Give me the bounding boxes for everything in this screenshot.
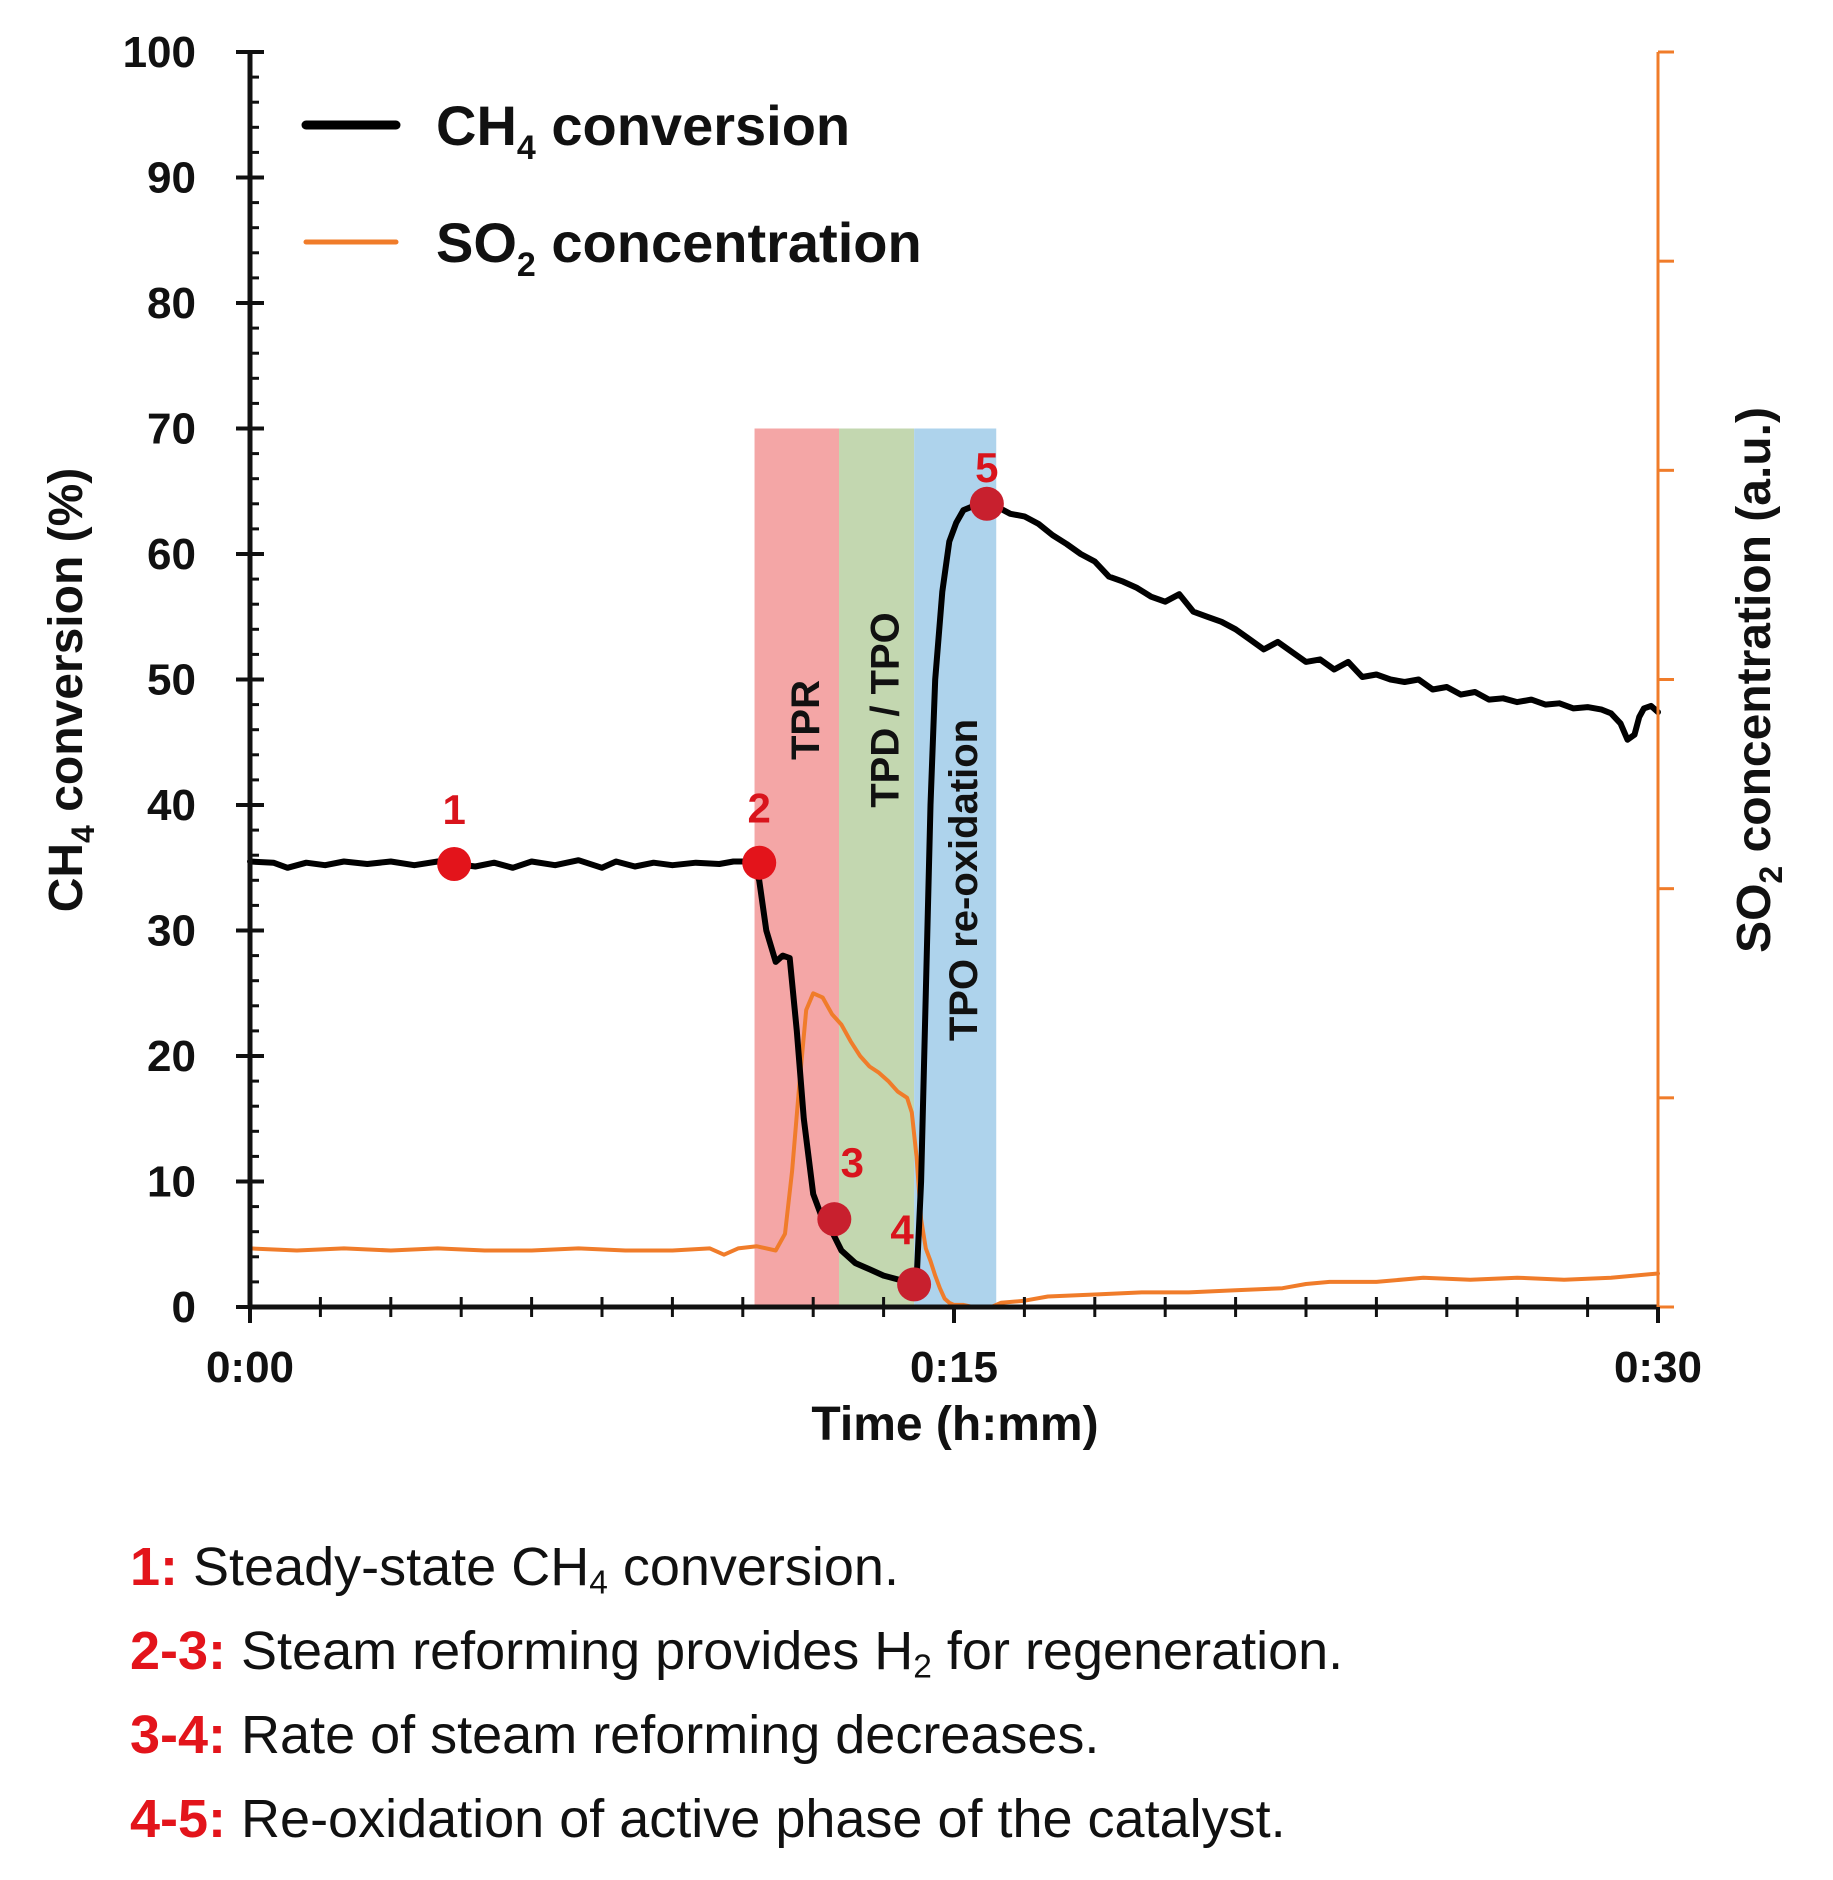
phase-band-label: TPO re-oxidation [942,719,986,1041]
note-text: conversion. [607,1537,899,1597]
note-item: 1: Steady-state CH4 conversion. [130,1525,1810,1609]
y-axis-left-tick-label: 90 [147,154,196,203]
y-axis-left-tick-label: 50 [147,656,196,705]
x-axis-tick-label: 0:15 [910,1343,998,1392]
legend-label: CH4 conversion [436,94,850,167]
y-axis-left-title: CH4 conversion (%) [40,468,101,913]
y-axis-right-title-subscript: 2 [1753,866,1789,884]
legend-label-part: CH [436,94,517,157]
highlight-points: 1 2 34 5 [437,444,1004,1302]
note-item: 3-4: Rate of steam reforming decreases. [130,1693,1810,1777]
highlight-point-label: 5 [975,444,998,491]
highlight-point [742,845,777,880]
y-axis-left-tick-label: 80 [147,279,196,328]
y-axis-left-title-part: CH [40,843,93,912]
highlight-point-label: 1 [442,786,465,833]
highlight-point-label: 2 [748,785,771,832]
note-key: 1: [130,1537,179,1597]
phase-band-labels: TPR TPD / TPO TPO re-oxidation [784,612,986,1041]
y-axis-right-title-part: concentration (a.u.) [1728,407,1781,866]
y-axis-right-title: SO2 concentration (a.u.) [1728,407,1789,953]
note-key: 2-3: [130,1621,227,1681]
note-text: Rate of steam reforming decreases. [226,1705,1100,1765]
phase-bands [754,428,997,1307]
phase-band [839,428,915,1307]
note-text: Steady-state CH [178,1537,590,1597]
note-subscript: 2 [913,1648,932,1686]
y-axis-left-tick-label: 70 [147,405,196,454]
legend-label: SO2 concentration [436,211,922,284]
legend-label-part: conversion [536,94,850,157]
note-text: Steam reforming provides H [226,1621,914,1681]
highlight-point [437,846,472,881]
highlight-point-label: 4 [890,1206,914,1253]
note-item: 2-3: Steam reforming provides H2 for reg… [130,1609,1810,1693]
legend-label-part: concentration [536,211,922,274]
note-key: 3-4: [130,1705,227,1765]
x-axis-tick-label: 0:30 [1614,1343,1702,1392]
highlight-point-label: 3 [841,1139,864,1186]
legend-label-subscript: 2 [517,246,536,284]
y-axis-right-title-part: SO [1728,884,1781,953]
y-axis-left-tick-label: 0 [172,1283,196,1332]
note-text: for regeneration. [931,1621,1344,1681]
note-subscript: 4 [589,1564,608,1602]
note-key: 4-5: [130,1789,227,1849]
y-axis-left-tick-label: 40 [147,781,196,830]
x-axis-title: Time (h:mm) [811,1398,1098,1451]
note-item: 4-5: Re-oxidation of active phase of the… [130,1777,1810,1861]
y-axis-left-tick-label: 20 [147,1032,196,1081]
axes: 0 10 20 30 40 50 60 70 80 90 100 0:00 0:15 0:30 [123,28,1702,1392]
y-axis-left-title-subscript: 4 [65,825,101,843]
notes-list: 1: Steady-state CH4 conversion. 2-3: Stea… [130,1525,1810,1861]
legend-label-part: SO [436,211,517,274]
y-axis-left-tick-label: 10 [147,1158,196,1207]
legend-label-subscript: 4 [517,129,536,167]
y-axis-left-tick-label: 100 [123,28,196,77]
y-axis-left-tick-label: 60 [147,530,196,579]
highlight-point [969,486,1004,521]
highlight-point [817,1202,852,1237]
y-axis-left-title-part: conversion (%) [40,468,93,825]
legend: CH4 conversion SO2 concentration [301,94,922,284]
y-axis-left-tick-label: 30 [147,907,196,956]
series-line [248,991,1660,1309]
note-text: Re-oxidation of active phase of the cata… [226,1789,1286,1849]
highlight-point [897,1267,932,1302]
phase-band-label: TPR [784,680,828,760]
phase-band-label: TPD / TPO [864,612,908,808]
x-axis-tick-label: 0:00 [206,1343,294,1392]
